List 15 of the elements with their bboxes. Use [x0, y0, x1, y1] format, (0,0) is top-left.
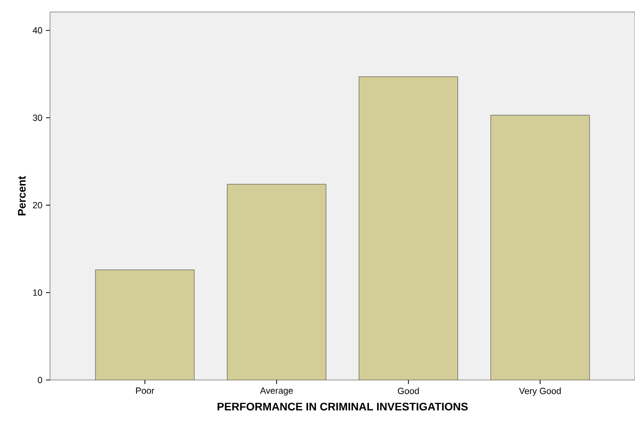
y-axis-title: Percent [18, 176, 26, 216]
x-tick-label: Good [398, 388, 419, 394]
x-tick-label: Very Good [519, 388, 561, 396]
bar [358, 76, 458, 380]
y-tick-label: 0 [38, 376, 42, 384]
x-tick-label: Poor [136, 388, 154, 394]
bar [95, 270, 194, 380]
y-tick-label: 10 [33, 289, 42, 296]
y-tick-label: 30 [32, 114, 42, 121]
y-tick-label: 40 [32, 27, 42, 34]
x-axis-title: PERFORMANCE IN CRIMINAL INVESTIGATIONS [218, 402, 468, 410]
y-tick-label: 20 [32, 202, 42, 208]
bar [227, 184, 326, 380]
bar [490, 114, 590, 380]
x-tick-label: Average [260, 388, 293, 396]
